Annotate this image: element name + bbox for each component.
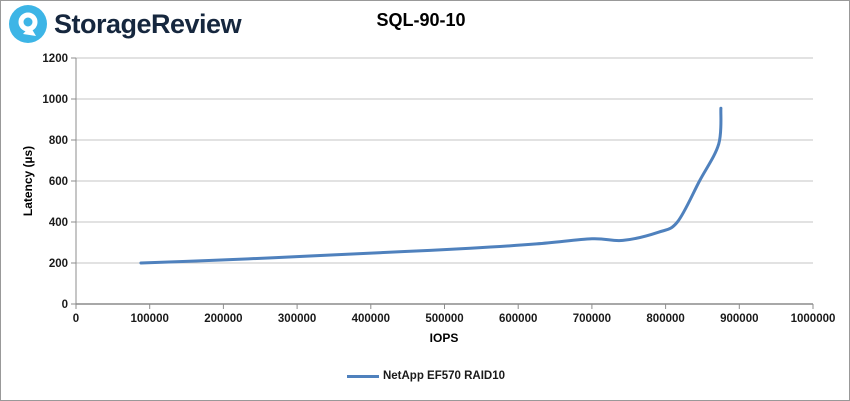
x-tick-label-0: 0 [73, 313, 79, 325]
series-line-netapp-ef570-raid10 [139, 106, 723, 265]
site-header: StorageReview [9, 5, 242, 43]
chart-title: SQL-90-10 [376, 10, 466, 30]
y-axis-tick-labels: 0 200 400 600 800 1000 1200 [42, 53, 68, 311]
y-tick-label-1000: 1000 [42, 94, 68, 106]
y-tick-label-800: 800 [49, 135, 68, 147]
y-tick-label-0: 0 [62, 299, 68, 311]
axes [71, 57, 814, 309]
x-tick-label-800000: 800000 [646, 313, 684, 325]
storagereview-logo-icon [9, 5, 47, 43]
x-tick-label-600000: 600000 [499, 313, 537, 325]
x-tick-label-100000: 100000 [131, 313, 169, 325]
line-chart: 0 200 400 600 800 1000 1200 0 100000 200000 30000… [21, 53, 836, 345]
chart-legend: NetApp EF570 RAID10 [1, 370, 849, 382]
legend-line-sample [346, 374, 379, 378]
y-axis-title: Latency (µs) [21, 146, 35, 216]
x-tick-label-400000: 400000 [352, 313, 390, 325]
y-tick-label-1200: 1200 [42, 53, 68, 65]
y-tick-label-200: 200 [49, 258, 68, 270]
x-tick-label-200000: 200000 [204, 313, 242, 325]
x-tick-label-700000: 700000 [573, 313, 611, 325]
x-tick-label-300000: 300000 [278, 313, 316, 325]
x-axis-title: IOPS [430, 331, 459, 345]
gridlines [76, 57, 813, 264]
x-axis-tick-labels: 0 100000 200000 300000 400000 500000 600000 700… [73, 313, 836, 325]
y-tick-label-600: 600 [49, 176, 68, 188]
x-tick-label-1000000: 1000000 [791, 313, 836, 325]
x-tick-label-500000: 500000 [425, 313, 463, 325]
x-tick-label-900000: 900000 [720, 313, 758, 325]
brand-name: StorageReview [54, 8, 242, 39]
y-tick-label-400: 400 [49, 217, 68, 229]
legend-series-label: NetApp EF570 RAID10 [382, 370, 506, 382]
